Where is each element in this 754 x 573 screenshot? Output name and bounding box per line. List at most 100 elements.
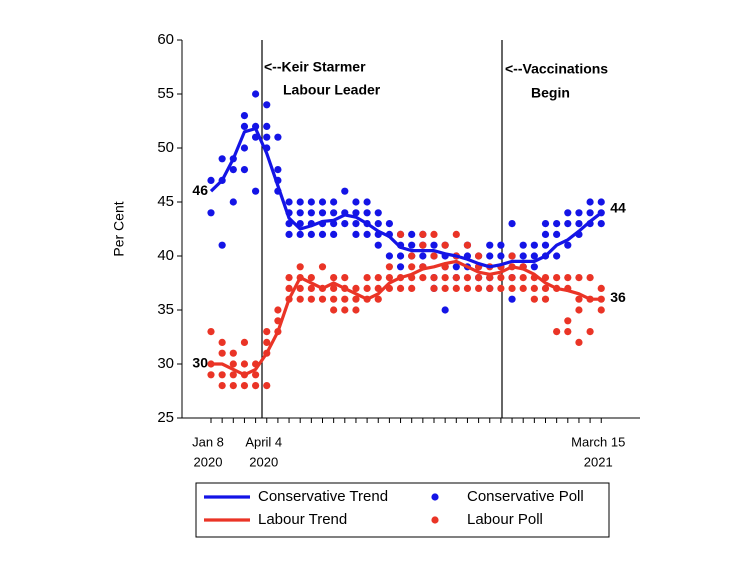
y-tick-label: 45 xyxy=(157,193,174,210)
poll-dot xyxy=(363,198,371,206)
poll-dot xyxy=(541,284,550,292)
poll-dot xyxy=(530,252,538,260)
poll-dot xyxy=(318,230,327,238)
poll-dot xyxy=(240,360,249,368)
poll-dot xyxy=(352,306,360,314)
poll-dot xyxy=(530,284,538,292)
poll-dot xyxy=(285,274,293,282)
x-tick-label: 2020 xyxy=(249,454,278,469)
poll-dot xyxy=(285,284,293,292)
poll-dot xyxy=(330,295,338,303)
poll-dot xyxy=(218,382,226,390)
poll-dot xyxy=(318,198,327,206)
y-axis-label: Per Cent xyxy=(111,201,127,256)
poll-dot xyxy=(374,295,382,303)
poll-dot xyxy=(497,252,505,260)
poll-dot xyxy=(218,155,226,163)
poll-dot xyxy=(530,295,538,303)
trend-line xyxy=(209,126,603,269)
poll-dot xyxy=(441,284,449,292)
poll-dot xyxy=(486,284,494,292)
poll-dot xyxy=(330,209,338,217)
poll-dot xyxy=(229,360,237,368)
poll-dot xyxy=(307,274,315,282)
poll-dot xyxy=(307,198,315,206)
poll-dot xyxy=(307,209,315,217)
poll-dot xyxy=(229,382,237,390)
poll-dot xyxy=(252,382,260,390)
legend-label: Conservative Trend xyxy=(258,488,388,505)
poll-dot xyxy=(229,166,237,174)
legend-swatch xyxy=(431,516,439,524)
poll-dot xyxy=(296,209,304,217)
poll-dot xyxy=(519,252,527,260)
poll-dot xyxy=(475,252,483,260)
poll-dot xyxy=(486,274,494,282)
poll-dot xyxy=(452,284,460,292)
poll-dot xyxy=(486,252,494,260)
poll-dot xyxy=(396,252,405,260)
poll-dot xyxy=(508,252,516,260)
poll-dot xyxy=(229,198,237,206)
poll-dot xyxy=(408,284,416,292)
poll-dot xyxy=(252,371,260,379)
poll-dot xyxy=(597,198,605,206)
poll-dot xyxy=(307,230,315,238)
poll-dot xyxy=(318,263,327,271)
trend-line xyxy=(211,259,602,377)
poll-dot xyxy=(597,284,605,292)
annotation: Begin xyxy=(531,85,570,101)
poll-dot xyxy=(385,263,393,271)
poll-dot xyxy=(419,252,427,260)
poll-dot xyxy=(419,230,427,238)
poll-dot xyxy=(252,90,260,98)
poll-dot xyxy=(207,209,215,217)
poll-dot xyxy=(341,274,349,282)
poll-dot xyxy=(541,220,550,228)
poll-dot xyxy=(229,349,237,357)
poll-dot xyxy=(263,328,271,336)
poll-dot xyxy=(564,328,572,336)
poll-dot xyxy=(575,306,583,314)
poll-dot xyxy=(519,284,527,292)
legend-label: Conservative Poll xyxy=(467,488,584,505)
poll-dot xyxy=(541,274,550,282)
poll-dot xyxy=(363,209,371,217)
poll-dot xyxy=(296,295,304,303)
poll-dot xyxy=(396,284,405,292)
poll-dot xyxy=(497,241,505,249)
poll-dot xyxy=(307,295,315,303)
poll-dot xyxy=(352,284,360,292)
poll-dot xyxy=(553,230,561,238)
start-label: 30 xyxy=(192,355,208,371)
poll-dot xyxy=(452,263,460,271)
poll-dot xyxy=(318,295,327,303)
poll-dot xyxy=(452,274,460,282)
annotation: <--Keir Starmer xyxy=(264,59,366,75)
annotation: <--Vaccinations xyxy=(505,61,608,77)
poll-dot xyxy=(564,241,572,249)
poll-dot xyxy=(207,371,215,379)
poll-dot xyxy=(575,338,583,346)
poll-dot xyxy=(530,241,538,249)
poll-dot xyxy=(553,252,561,260)
poll-dot xyxy=(530,263,538,271)
poll-dot xyxy=(575,220,583,228)
y-tick-label: 60 xyxy=(157,31,174,48)
y-tick-label: 55 xyxy=(157,85,174,102)
poll-dot xyxy=(564,317,572,325)
poll-dot xyxy=(508,284,516,292)
poll-dot xyxy=(296,263,304,271)
poll-dot xyxy=(541,230,550,238)
poll-dot xyxy=(408,263,416,271)
poll-dot xyxy=(240,166,249,174)
end-label: 44 xyxy=(610,200,626,216)
poll-dot xyxy=(318,209,327,217)
poll-dot xyxy=(396,263,405,271)
poll-dot xyxy=(207,176,215,184)
poll-dot xyxy=(352,209,360,217)
poll-dot xyxy=(330,284,338,292)
poll-dot xyxy=(597,306,605,314)
legend-label: Labour Poll xyxy=(467,511,543,528)
poll-dot xyxy=(207,328,215,336)
